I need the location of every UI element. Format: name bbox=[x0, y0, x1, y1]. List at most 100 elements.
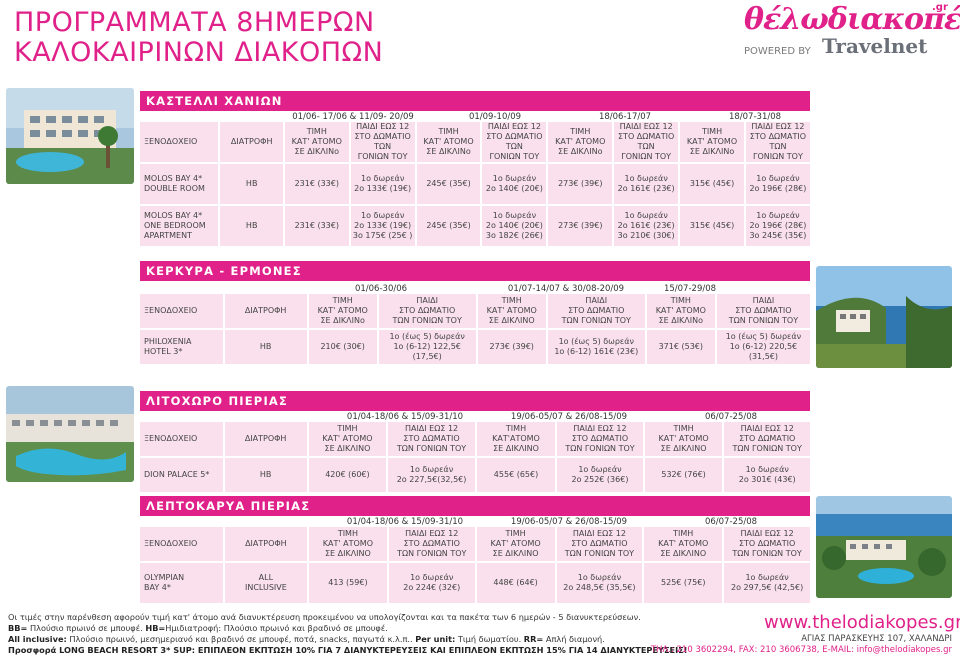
column-header: ΤΙΜΗ ΚΑΤ' ΑΤΟΜΟ ΣΕ ΔΙΚΛΙΝο bbox=[646, 294, 715, 328]
contact-text: ΤΗΛ.: 210 3602294, FAX: 210 3606738, E-M… bbox=[650, 645, 952, 655]
price-cell: 273€ (39€) bbox=[548, 164, 613, 204]
column-header: ΔΙΑΤΡΟΦΗ bbox=[224, 527, 307, 561]
column-header: ΤΙΜΗ ΚΑΤ' ΑΤΟΜΟ ΣΕ ΔΙΚΛΙΝΟ bbox=[308, 422, 387, 456]
period-label: 01/04-18/06 & 15/09-31/10 bbox=[346, 412, 464, 422]
brand-logo[interactable]: θέλωδιακοπές .gr POWERED BY Travelnet bbox=[744, 2, 960, 60]
board-cell: ALL INCLUSIVE bbox=[224, 563, 307, 603]
child-price-cell: 1ο δωρεάν 2ο 133€ (19€) bbox=[350, 164, 415, 204]
table-row: MOLOS BAY 4* ONE BEDROOM APARTMENT HB 23… bbox=[140, 206, 810, 246]
price-cell: 231€ (33€) bbox=[284, 206, 349, 246]
child-price-cell: 1ο (έως 5) δωρεάν 1ο (6-12) 122,5€ (17,5… bbox=[378, 330, 476, 364]
board-cell: HB bbox=[220, 164, 283, 204]
price-cell: 455€ (65€) bbox=[476, 458, 556, 492]
table-row: MOLOS BAY 4* DOUBLE ROOM HB 231€ (33€) 1… bbox=[140, 164, 810, 204]
website-link[interactable]: www.thelodiakopes.gr bbox=[764, 612, 960, 633]
column-header: ΠΑΙΔΙ ΕΩΣ 12 ΣΤΟ ΔΩΜΑΤΙΟ ΤΩΝ ΓΟΝΙΩΝ ΤΟΥ bbox=[482, 122, 547, 162]
rr-text: Απλή διαμονή. bbox=[543, 634, 605, 644]
brand-logo-suffix: .gr bbox=[932, 2, 948, 13]
column-header: ΤΙΜΗ ΚΑΤ' ΑΤΟΜΟ ΣΕ ΔΙΚΛΙΝο bbox=[308, 294, 377, 328]
board-cell: HB bbox=[224, 458, 307, 492]
column-header: ΠΑΙΔΙ ΣΤΟ ΔΩΜΑΤΙΟ ΤΩΝ ΓΟΝΙΩΝ ΤΟΥ bbox=[716, 294, 810, 328]
column-header: ΠΑΙΔΙ ΕΩΣ 12 ΣΤΟ ΔΩΜΑΤΙΟ ΤΩΝ ΓΟΝΙΩΝ ΤΟΥ bbox=[388, 527, 475, 561]
column-header: ΞΕΝΟΔΟΧΕΙΟ bbox=[140, 294, 223, 328]
hotel-name-cell: MOLOS BAY 4* DOUBLE ROOM bbox=[140, 164, 219, 204]
price-cell: 245€ (35€) bbox=[416, 206, 481, 246]
rr-label: RR= bbox=[523, 634, 544, 644]
column-header: ΠΑΙΔΙ ΕΩΣ 12 ΣΤΟ ΔΩΜΑΤΙΟ ΤΩΝ ΓΟΝΙΩΝ ΤΟΥ bbox=[724, 527, 810, 561]
section-header-litochoro: ΛΙΤΟΧΩΡΟ ΠΙΕΡΙΑΣ bbox=[140, 391, 810, 411]
price-table-leptokarya: ΞΕΝΟΔΟΧΕΙΟ ΔΙΑΤΡΟΦΗ ΤΙΜΗ ΚΑΤ' ΑΤΟΜΟ ΣΕ Δ… bbox=[138, 525, 812, 605]
page-title: ΠΡΟΓΡΑΜΜΑΤΑ 8ΗΜΕΡΩΝ ΚΑΛΟΚΑΙΡΙΝΩΝ ΔΙΑΚΟΠΩ… bbox=[14, 8, 383, 68]
hotel-name-cell: DION PALACE 5* bbox=[140, 458, 223, 492]
section-header-leptokarya: ΛΕΠΤΟΚΑΡΥΑ ΠΙΕΡΙΑΣ bbox=[140, 496, 810, 516]
board-note-hb-label: HB= bbox=[145, 623, 166, 633]
price-cell: 273€ (39€) bbox=[548, 206, 613, 246]
brand-logo-text: θέλωδιακοπές bbox=[744, 2, 960, 37]
price-cell: 315€ (45€) bbox=[680, 206, 744, 246]
table-header-row: ΞΕΝΟΔΟΧΕΙΟ ΔΙΑΤΡΟΦΗ ΤΙΜΗ ΚΑΤ' ΑΤΟΜΟ ΣΕ Δ… bbox=[140, 527, 810, 561]
price-cell: 273€ (39€) bbox=[477, 330, 546, 364]
board-note-bb-label: BB= bbox=[8, 623, 28, 633]
period-label: 06/07-25/08 bbox=[704, 412, 758, 422]
hotel-photo-philoxenia bbox=[816, 266, 952, 368]
price-cell: 413 (59€) bbox=[308, 563, 387, 603]
board-note-bb-text: Πλούσιο πρωινό σε μπουφέ. bbox=[27, 623, 146, 633]
page-title-line1: ΠΡΟΓΡΑΜΜΑΤΑ 8ΗΜΕΡΩΝ bbox=[14, 7, 375, 38]
column-header: ΤΙΜΗ ΚΑΤ' ΑΤΟΜΟ ΣΕ ΔΙΚΛΙΝΟ bbox=[644, 527, 723, 561]
table-row: OLYMPIAN BAY 4* ALL INCLUSIVE 413 (59€) … bbox=[140, 563, 810, 603]
child-price-cell: 1ο (έως 5) δωρεάν 1ο (6-12) 161€ (23€) bbox=[547, 330, 645, 364]
inclusive-note-label: All inclusive: bbox=[8, 634, 67, 644]
price-cell: 420€ (60€) bbox=[308, 458, 387, 492]
per-unit-label: Per unit: bbox=[415, 634, 456, 644]
price-cell: 371€ (53€) bbox=[646, 330, 715, 364]
address-text: ΑΓΙΑΣ ΠΑΡΑΣΚΕΥΗΣ 107, ΧΑΛΑΝΔΡΙ bbox=[801, 634, 952, 644]
column-header: ΤΙΜΗ ΚΑΤ' ΑΤΟΜΟ ΣΕ ΔΙΚΛΙΝο bbox=[680, 122, 744, 162]
child-price-cell: 1ο δωρεάν 2ο 252€ (36€) bbox=[557, 458, 643, 492]
column-header: ΤΙΜΗ ΚΑΤ' ΑΤΟΜΟ ΣΕ ΔΙΚΛΙΝΟ bbox=[476, 527, 555, 561]
price-cell: 245€ (35€) bbox=[416, 164, 481, 204]
period-label: 18/06-17/07 bbox=[598, 112, 652, 122]
column-header: ΠΑΙΔΙ ΕΩΣ 12 ΣΤΟ ΔΩΜΑΤΙΟ ΤΩΝ ΓΟΝΙΩΝ ΤΟΥ bbox=[614, 122, 679, 162]
board-cell: HB bbox=[220, 206, 283, 246]
period-label: 01/07-14/07 & 30/08-20/09 bbox=[507, 284, 625, 294]
period-label: 18/07-31/08 bbox=[728, 112, 782, 122]
column-header: ΔΙΑΤΡΟΦΗ bbox=[224, 294, 307, 328]
price-cell: 210€ (30€) bbox=[308, 330, 377, 364]
column-header: ΤΙΜΗ ΚΑΤ'ΑΤΟΜΟ ΣΕ ΔΙΚΛΙΝΟ bbox=[476, 422, 556, 456]
column-header: ΠΑΙΔΙ ΕΩΣ 12 ΣΤΟ ΔΩΜΑΤΙΟ ΤΩΝ ΓΟΝΙΩΝ ΤΟΥ bbox=[556, 527, 643, 561]
child-price-cell: 1ο δωρεάν 2ο 297,5€ (42,5€) bbox=[724, 563, 810, 603]
hotel-photo-molos-bay bbox=[6, 88, 134, 184]
column-header: ΞΕΝΟΔΟΧΕΙΟ bbox=[140, 422, 223, 456]
column-header: ΔΙΑΤΡΟΦΗ bbox=[224, 422, 307, 456]
inclusive-note-text: Πλούσιο πρωινό, μεσημεριανό και βραδινό … bbox=[66, 634, 416, 644]
column-header: ΠΑΙΔΙ ΣΤΟ ΔΩΜΑΤΙΟ ΤΩΝ ΓΟΝΙΩΝ ΤΟΥ bbox=[378, 294, 476, 328]
column-header: ΠΑΙΔΙ ΣΤΟ ΔΩΜΑΤΙΟ ΤΩΝ ΓΟΝΙΩΝ ΤΟΥ bbox=[547, 294, 645, 328]
column-header: ΤΙΜΗ ΚΑΤ' ΑΤΟΜΟ ΣΕ ΔΙΚΛΙΝο bbox=[284, 122, 349, 162]
price-cell: 231€ (33€) bbox=[284, 164, 349, 204]
board-note-hb-text: Ημιδιατροφή: Πλούσιο πρωινό και βραδινό … bbox=[165, 623, 388, 633]
child-price-cell: 1ο δωρεάν 2ο 248,5€ (35,5€) bbox=[556, 563, 643, 603]
child-price-cell: 1ο δωρεάν 2ο 140€ (20€) bbox=[482, 164, 547, 204]
hotel-name-cell: PHILOXENIA HOTEL 3* bbox=[140, 330, 223, 364]
child-price-cell: 1ο δωρεάν 2ο 161€ (23€) 3ο 210€ (30€) bbox=[614, 206, 679, 246]
child-price-cell: 1ο δωρεάν 2ο 196€ (28€) bbox=[745, 164, 810, 204]
column-header: ΠΑΙΔΙ ΕΩΣ 12 ΣΤΟ ΔΩΜΑΤΙΟ ΤΩΝ ΓΟΝΙΩΝ ΤΟΥ bbox=[350, 122, 415, 162]
table-row: DION PALACE 5* HB 420€ (60€) 1ο δωρεάν 2… bbox=[140, 458, 810, 492]
promo-note: Προσφορά LONG BEACH RESORT 3* SUP: ΕΠΙΠΛ… bbox=[8, 645, 688, 655]
price-cell: 315€ (45€) bbox=[680, 164, 744, 204]
partner-logo-text: Travelnet bbox=[822, 34, 928, 58]
price-cell: 532€ (76€) bbox=[644, 458, 723, 492]
column-header: ΤΙΜΗ ΚΑΤ' ΑΤΟΜΟ ΣΕ ΔΙΚΛΙΝΟ bbox=[644, 422, 723, 456]
child-price-cell: 1ο δωρεάν 2ο 227,5€(32,5€) bbox=[388, 458, 475, 492]
column-header: ΠΑΙΔΙ ΕΩΣ 12 ΣΤΟ ΔΩΜΑΤΙΟ ΤΩΝ ΓΟΝΙΩΝ ΤΟΥ bbox=[557, 422, 643, 456]
column-header: ΞΕΝΟΔΟΧΕΙΟ bbox=[140, 122, 219, 162]
per-unit-text: Τιμή δωματίου. bbox=[455, 634, 524, 644]
child-price-cell: 1ο (έως 5) δωρεάν 1ο (6-12) 220,5€ (31,5… bbox=[716, 330, 810, 364]
period-label: 01/04-18/06 & 15/09-31/10 bbox=[346, 517, 464, 527]
price-table-kerkyra: ΞΕΝΟΔΟΧΕΙΟ ΔΙΑΤΡΟΦΗ ΤΙΜΗ ΚΑΤ' ΑΤΟΜΟ ΣΕ Δ… bbox=[138, 292, 812, 366]
period-label: 15/07-29/08 bbox=[663, 284, 717, 294]
price-cell: 448€ (64€) bbox=[476, 563, 555, 603]
column-header: ΠΑΙΔΙ ΕΩΣ 12 ΣΤΟ ΔΩΜΑΤΙΟ ΤΩΝ ΓΟΝΙΩΝ ΤΟΥ bbox=[745, 122, 810, 162]
page-title-line2: ΚΑΛΟΚΑΙΡΙΝΩΝ ΔΙΑΚΟΠΩΝ bbox=[14, 37, 384, 68]
board-cell: HB bbox=[224, 330, 307, 364]
